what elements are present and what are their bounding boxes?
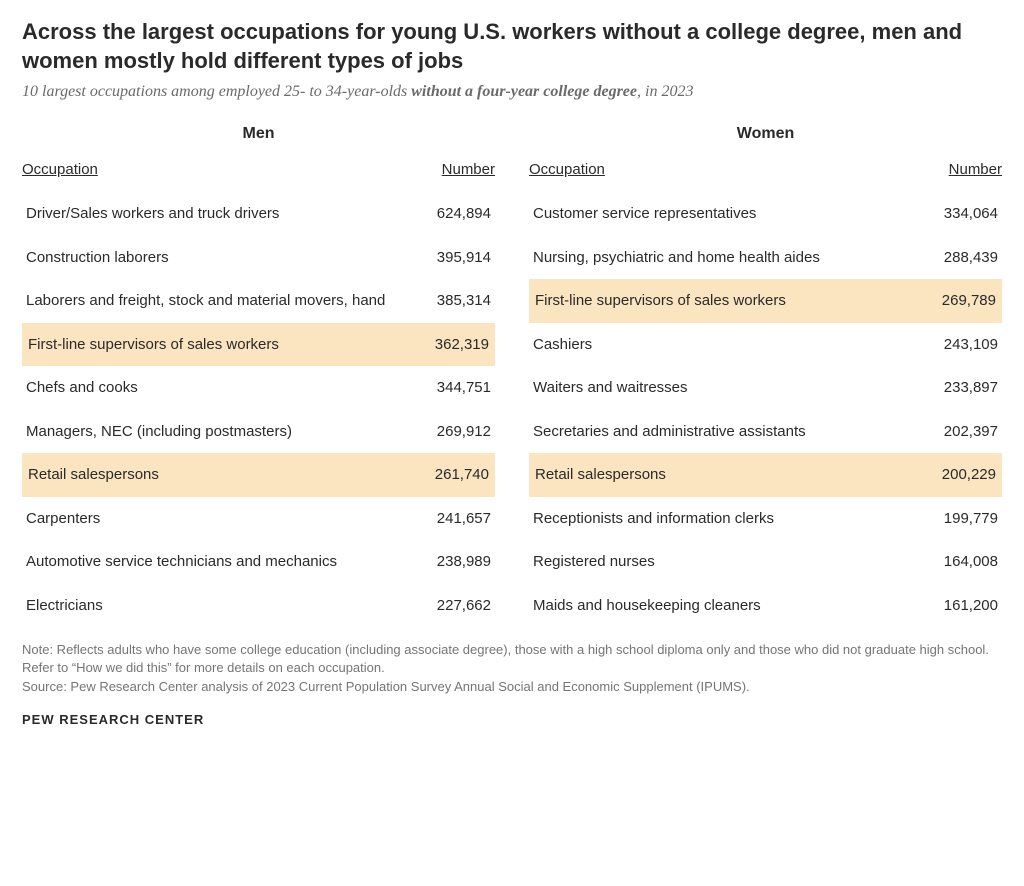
occupation-cell: Carpenters [22, 497, 425, 541]
men-header-occupation: Occupation [22, 161, 425, 192]
number-cell: 334,064 [917, 192, 1002, 236]
occupation-cell: Customer service representatives [529, 192, 917, 236]
table-row: Managers, NEC (including postmasters)269… [22, 410, 495, 454]
women-header-occupation: Occupation [529, 161, 917, 192]
number-cell: 238,989 [425, 540, 495, 584]
subtitle-pre: 10 largest occupations among employed 25… [22, 83, 411, 100]
occupation-cell: Automotive service technicians and mecha… [22, 540, 425, 584]
tables-container: Men Occupation Number Driver/Sales worke… [22, 125, 1002, 627]
men-header-number: Number [425, 161, 495, 192]
number-cell: 288,439 [917, 236, 1002, 280]
source-text: Source: Pew Research Center analysis of … [22, 678, 1002, 696]
table-row: Waiters and waitresses233,897 [529, 366, 1002, 410]
table-row: Maids and housekeeping cleaners161,200 [529, 584, 1002, 628]
chart-title: Across the largest occupations for young… [22, 18, 1002, 75]
men-table: Occupation Number Driver/Sales workers a… [22, 161, 495, 627]
footer-notes: Note: Reflects adults who have some coll… [22, 641, 1002, 696]
occupation-cell: Waiters and waitresses [529, 366, 917, 410]
number-cell: 243,109 [917, 323, 1002, 367]
table-row: Carpenters241,657 [22, 497, 495, 541]
table-row: Automotive service technicians and mecha… [22, 540, 495, 584]
number-cell: 227,662 [425, 584, 495, 628]
table-row: Registered nurses164,008 [529, 540, 1002, 584]
women-header-number: Number [917, 161, 1002, 192]
subtitle-post: , in 2023 [637, 83, 693, 100]
table-row: Construction laborers395,914 [22, 236, 495, 280]
men-column-header: Men [22, 125, 495, 143]
number-cell: 200,229 [917, 453, 1002, 497]
occupation-cell: Chefs and cooks [22, 366, 425, 410]
men-column: Men Occupation Number Driver/Sales worke… [22, 125, 495, 627]
subtitle-bold: without a four-year college degree [411, 83, 637, 100]
table-row: First-line supervisors of sales workers3… [22, 323, 495, 367]
number-cell: 161,200 [917, 584, 1002, 628]
table-row: Retail salespersons200,229 [529, 453, 1002, 497]
occupation-cell: Nursing, psychiatric and home health aid… [529, 236, 917, 280]
number-cell: 261,740 [425, 453, 495, 497]
table-row: Chefs and cooks344,751 [22, 366, 495, 410]
number-cell: 233,897 [917, 366, 1002, 410]
number-cell: 385,314 [425, 279, 495, 323]
women-column: Women Occupation Number Customer service… [529, 125, 1002, 627]
table-row: Nursing, psychiatric and home health aid… [529, 236, 1002, 280]
number-cell: 199,779 [917, 497, 1002, 541]
table-row: Electricians227,662 [22, 584, 495, 628]
note-text: Note: Reflects adults who have some coll… [22, 641, 1002, 677]
table-row: Receptionists and information clerks199,… [529, 497, 1002, 541]
number-cell: 241,657 [425, 497, 495, 541]
table-row: First-line supervisors of sales workers2… [529, 279, 1002, 323]
table-row: Cashiers243,109 [529, 323, 1002, 367]
chart-subtitle: 10 largest occupations among employed 25… [22, 83, 1002, 101]
occupation-cell: Construction laborers [22, 236, 425, 280]
table-row: Retail salespersons261,740 [22, 453, 495, 497]
occupation-cell: Electricians [22, 584, 425, 628]
occupation-cell: Laborers and freight, stock and material… [22, 279, 425, 323]
number-cell: 164,008 [917, 540, 1002, 584]
table-row: Secretaries and administrative assistant… [529, 410, 1002, 454]
women-column-header: Women [529, 125, 1002, 143]
women-table: Occupation Number Customer service repre… [529, 161, 1002, 627]
number-cell: 269,789 [917, 279, 1002, 323]
number-cell: 362,319 [425, 323, 495, 367]
occupation-cell: First-line supervisors of sales workers [22, 323, 425, 367]
occupation-cell: Maids and housekeeping cleaners [529, 584, 917, 628]
number-cell: 202,397 [917, 410, 1002, 454]
table-row: Driver/Sales workers and truck drivers62… [22, 192, 495, 236]
occupation-cell: Receptionists and information clerks [529, 497, 917, 541]
occupation-cell: Retail salespersons [22, 453, 425, 497]
occupation-cell: First-line supervisors of sales workers [529, 279, 917, 323]
occupation-cell: Cashiers [529, 323, 917, 367]
table-row: Laborers and freight, stock and material… [22, 279, 495, 323]
occupation-cell: Secretaries and administrative assistant… [529, 410, 917, 454]
occupation-cell: Retail salespersons [529, 453, 917, 497]
number-cell: 269,912 [425, 410, 495, 454]
occupation-cell: Driver/Sales workers and truck drivers [22, 192, 425, 236]
brand-label: PEW RESEARCH CENTER [22, 712, 1002, 727]
occupation-cell: Registered nurses [529, 540, 917, 584]
number-cell: 344,751 [425, 366, 495, 410]
table-row: Customer service representatives334,064 [529, 192, 1002, 236]
number-cell: 395,914 [425, 236, 495, 280]
number-cell: 624,894 [425, 192, 495, 236]
occupation-cell: Managers, NEC (including postmasters) [22, 410, 425, 454]
